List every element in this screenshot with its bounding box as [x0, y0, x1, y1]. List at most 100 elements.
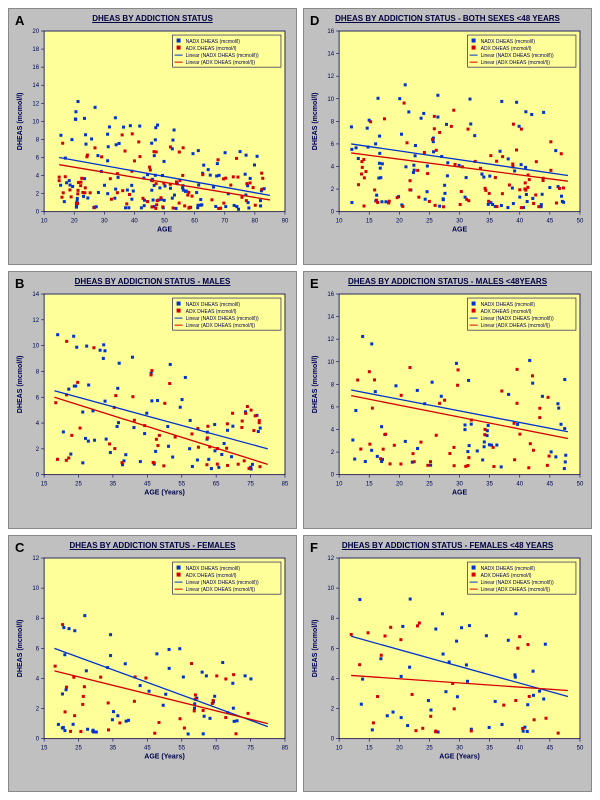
- svg-text:10: 10: [32, 119, 39, 125]
- svg-text:16: 16: [327, 292, 334, 298]
- svg-text:30: 30: [456, 745, 463, 751]
- svg-text:6: 6: [331, 646, 335, 652]
- svg-text:70: 70: [221, 219, 228, 225]
- svg-text:40: 40: [516, 482, 523, 488]
- svg-text:AGE: AGE: [157, 227, 173, 234]
- svg-text:20: 20: [396, 745, 403, 751]
- svg-text:2: 2: [36, 447, 40, 453]
- svg-text:2: 2: [36, 192, 40, 198]
- svg-text:12: 12: [327, 74, 334, 80]
- svg-text:40: 40: [131, 219, 138, 225]
- svg-text:DHEAS (mcmol/l): DHEAS (mcmol/l): [17, 356, 24, 414]
- svg-text:4: 4: [36, 676, 40, 682]
- svg-text:8: 8: [36, 137, 40, 143]
- svg-text:50: 50: [161, 219, 168, 225]
- svg-text:20: 20: [396, 482, 403, 488]
- svg-text:NADX DHEAS (mcmol/l): NADX DHEAS (mcmol/l): [186, 566, 241, 572]
- svg-text:90: 90: [282, 219, 289, 225]
- svg-text:10: 10: [327, 97, 334, 103]
- svg-text:0: 0: [36, 473, 40, 479]
- svg-text:12: 12: [327, 338, 334, 344]
- svg-text:2: 2: [36, 706, 40, 712]
- svg-text:10: 10: [327, 586, 334, 592]
- svg-text:10: 10: [336, 482, 343, 488]
- svg-text:6: 6: [331, 405, 335, 411]
- svg-text:45: 45: [547, 219, 554, 225]
- svg-text:20: 20: [396, 219, 403, 225]
- svg-text:75: 75: [247, 482, 254, 488]
- svg-text:ADX DHEAS (mcmol/l): ADX DHEAS (mcmol/l): [186, 46, 237, 52]
- plot-area: 024681012141525354555657585DHEAS (mcmol/…: [12, 288, 293, 524]
- svg-text:6: 6: [331, 142, 335, 148]
- plot-area: 02468101214161820102030405060708090DHEAS…: [12, 25, 293, 261]
- svg-text:12: 12: [327, 556, 334, 562]
- svg-text:0: 0: [36, 210, 40, 216]
- svg-text:NADX DHEAS (mcmol/l): NADX DHEAS (mcmol/l): [186, 39, 241, 45]
- svg-text:20: 20: [32, 29, 39, 35]
- svg-text:16: 16: [32, 65, 39, 71]
- svg-text:15: 15: [366, 745, 373, 751]
- svg-text:8: 8: [331, 383, 335, 389]
- svg-text:NADX DHEAS (mcmol/l): NADX DHEAS (mcmol/l): [481, 566, 536, 572]
- panel-title: DHEAS BY ADDICTION STATUS: [92, 14, 213, 23]
- svg-text:65: 65: [213, 482, 220, 488]
- svg-text:0: 0: [331, 473, 335, 479]
- svg-text:0: 0: [36, 736, 40, 742]
- svg-text:80: 80: [252, 219, 259, 225]
- panel-F: FDHEAS BY ADDICTION STATUS - FEMALES <48…: [303, 535, 592, 792]
- svg-text:4: 4: [36, 421, 40, 427]
- panel-E: EDHEAS BY ADDICTION STATUS - MALES <48YE…: [303, 271, 592, 528]
- svg-text:50: 50: [577, 482, 584, 488]
- svg-text:40: 40: [516, 219, 523, 225]
- svg-text:8: 8: [331, 616, 335, 622]
- plot-area: 0246810121416101520253035404550DHEAS (mc…: [307, 25, 588, 261]
- svg-text:8: 8: [36, 616, 40, 622]
- plot-area: 0246810121416101520253035404550DHEAS (mc…: [307, 288, 588, 524]
- svg-text:Linear (NADX DHEAS (mcmol/l)): Linear (NADX DHEAS (mcmol/l)): [481, 580, 554, 586]
- svg-text:55: 55: [178, 745, 185, 751]
- figure-grid: ADHEAS BY ADDICTION STATUS02468101214161…: [0, 0, 600, 800]
- svg-text:35: 35: [110, 745, 117, 751]
- svg-text:25: 25: [75, 745, 82, 751]
- svg-text:10: 10: [336, 745, 343, 751]
- svg-text:85: 85: [282, 482, 289, 488]
- svg-text:35: 35: [486, 745, 493, 751]
- svg-text:25: 25: [426, 745, 433, 751]
- plot-area: 024681012101520253035404550DHEAS (mcmol/…: [307, 552, 588, 788]
- svg-text:NADX DHEAS (mcmol/l): NADX DHEAS (mcmol/l): [481, 302, 536, 308]
- svg-text:ADX DHEAS (mcmol/l): ADX DHEAS (mcmol/l): [186, 309, 237, 315]
- svg-text:10: 10: [32, 344, 39, 350]
- svg-text:0: 0: [331, 736, 335, 742]
- svg-text:45: 45: [144, 745, 151, 751]
- svg-text:DHEAS (mcmol/l): DHEAS (mcmol/l): [312, 619, 319, 677]
- svg-text:8: 8: [36, 370, 40, 376]
- svg-text:ADX DHEAS (mcmol/l): ADX DHEAS (mcmol/l): [481, 309, 532, 315]
- svg-text:25: 25: [426, 482, 433, 488]
- panel-title: DHEAS BY ADDICTION STATUS - MALES <48YEA…: [348, 277, 547, 286]
- svg-text:AGE (Years): AGE (Years): [144, 753, 185, 760]
- svg-text:Linear (ADX DHEAS (mcmol/l)): Linear (ADX DHEAS (mcmol/l)): [481, 323, 551, 329]
- svg-text:14: 14: [327, 52, 334, 58]
- panel-title: DHEAS BY ADDICTION STATUS - FEMALES: [70, 541, 236, 550]
- svg-text:4: 4: [331, 676, 335, 682]
- svg-text:AGE (Years): AGE (Years): [144, 490, 185, 497]
- svg-text:60: 60: [191, 219, 198, 225]
- svg-text:DHEAS (mcmol/l): DHEAS (mcmol/l): [17, 619, 24, 677]
- svg-text:45: 45: [144, 482, 151, 488]
- svg-text:45: 45: [547, 745, 554, 751]
- svg-text:30: 30: [456, 219, 463, 225]
- svg-text:85: 85: [282, 745, 289, 751]
- svg-text:35: 35: [486, 219, 493, 225]
- svg-text:0: 0: [331, 210, 335, 216]
- svg-text:45: 45: [547, 482, 554, 488]
- svg-text:ADX DHEAS (mcmol/l): ADX DHEAS (mcmol/l): [481, 46, 532, 52]
- svg-text:35: 35: [110, 482, 117, 488]
- svg-text:Linear (NADX DHEAS (mcmol/l)): Linear (NADX DHEAS (mcmol/l)): [186, 53, 259, 59]
- svg-text:30: 30: [101, 219, 108, 225]
- svg-text:40: 40: [516, 745, 523, 751]
- svg-text:16: 16: [327, 29, 334, 35]
- svg-text:15: 15: [366, 219, 373, 225]
- svg-text:2: 2: [331, 706, 335, 712]
- svg-text:Linear (ADX DHEAS (mcmol/l)): Linear (ADX DHEAS (mcmol/l)): [481, 587, 551, 593]
- svg-text:AGE: AGE: [452, 490, 468, 497]
